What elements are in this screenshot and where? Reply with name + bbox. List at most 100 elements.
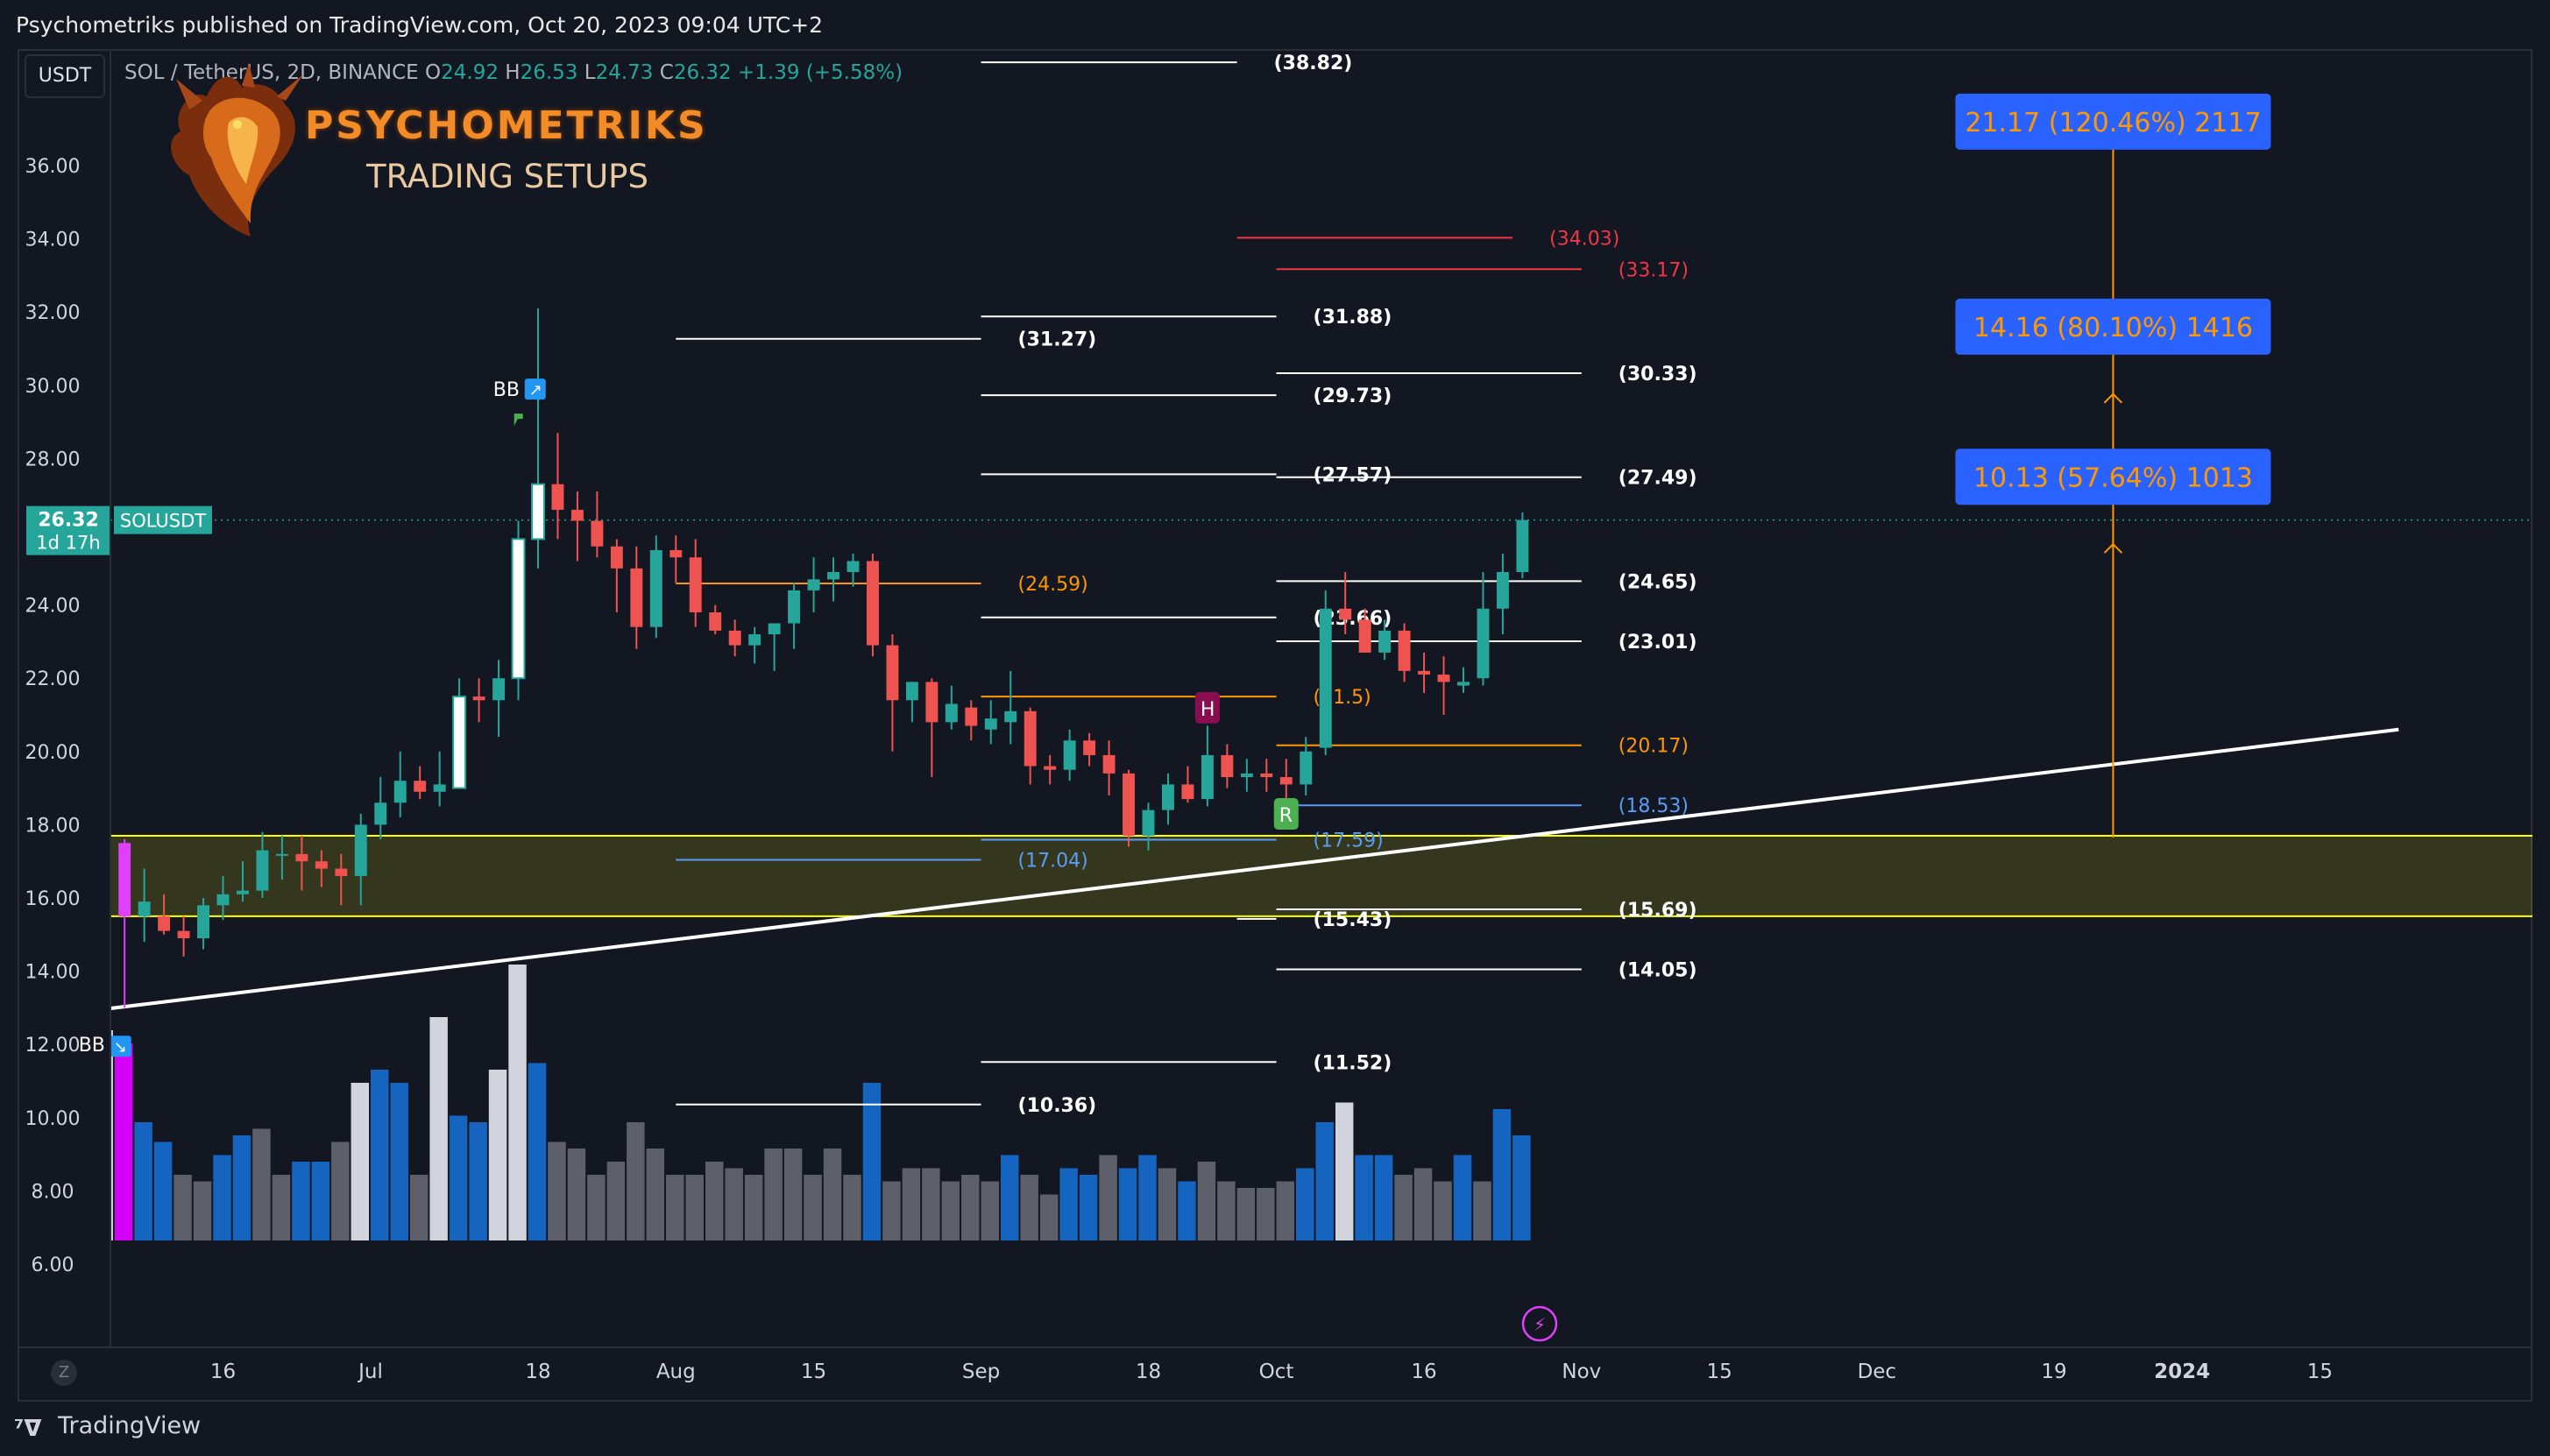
candle — [275, 835, 288, 880]
candle — [1162, 773, 1174, 825]
candle — [158, 894, 171, 935]
low-label: L — [584, 61, 596, 84]
candle-body — [610, 546, 623, 569]
volume-bar — [567, 1149, 586, 1240]
x-axis-tick-label: 16 — [210, 1361, 236, 1383]
volume-bar — [331, 1141, 350, 1240]
volume-bar — [252, 1128, 271, 1240]
fib-level-label: (31.88) — [1314, 307, 1392, 329]
y-axis-tick-label: 28.00 — [25, 449, 81, 470]
candle — [1300, 737, 1313, 795]
candle-body — [1378, 630, 1392, 653]
candle — [452, 678, 467, 789]
candle — [138, 868, 151, 943]
target-box — [1955, 449, 2271, 505]
z-button[interactable]: Z — [51, 1360, 77, 1386]
candle — [1398, 623, 1411, 682]
r-marker-label: R — [1279, 805, 1293, 827]
close-label: C — [659, 61, 674, 84]
candle — [689, 539, 702, 627]
candle-body — [591, 520, 604, 547]
candle-body — [905, 682, 918, 701]
candle — [1142, 802, 1155, 851]
volume-bar — [1315, 1122, 1334, 1240]
h-marker-label: H — [1201, 699, 1215, 721]
candle-body — [511, 538, 526, 680]
chart-frame — [18, 49, 2532, 1402]
candle-body — [1240, 773, 1253, 778]
candle — [1279, 759, 1293, 800]
candle-body — [1004, 710, 1017, 723]
candle — [886, 634, 899, 752]
y-axis-tick-label: 36.00 — [25, 156, 81, 178]
r-marker-badge — [1273, 798, 1299, 830]
candle-body — [1418, 670, 1431, 675]
candle-body — [295, 853, 308, 862]
close-value: 26.32 — [673, 61, 732, 84]
candle-body — [807, 579, 820, 590]
candle-body — [1300, 751, 1313, 785]
volume-bar — [843, 1175, 861, 1240]
volume-bar — [409, 1175, 429, 1240]
volume-bar — [1001, 1155, 1019, 1240]
change-value: +1.39 (+5.58%) — [738, 61, 903, 84]
candle-body — [728, 630, 741, 646]
fib-level-label: (29.73) — [1314, 385, 1392, 407]
candle — [414, 766, 427, 800]
y-axis-tick-label: 20.00 — [25, 742, 81, 764]
volume-bar — [193, 1181, 212, 1240]
trendline — [110, 727, 2399, 1011]
volume-bar — [941, 1181, 960, 1240]
volume-bar — [548, 1141, 566, 1240]
candle-body — [748, 634, 761, 646]
volume-bar — [587, 1175, 606, 1240]
candle-body — [1221, 754, 1234, 778]
candle — [925, 678, 939, 778]
candle-body — [1496, 571, 1509, 609]
candle-body — [551, 484, 564, 510]
target-arrow-icon — [2103, 392, 2123, 404]
volume-bar — [685, 1175, 704, 1240]
fib-level-label: (34.03) — [1549, 228, 1619, 250]
candle-body — [570, 509, 584, 521]
volume-bar — [902, 1168, 921, 1240]
candle-body — [1123, 773, 1136, 836]
candle-body — [275, 853, 288, 856]
candle-body — [945, 703, 958, 723]
candle-body — [1083, 740, 1096, 755]
candle — [393, 751, 407, 818]
volume-bar — [725, 1168, 743, 1240]
candle — [827, 557, 839, 602]
candle-body — [315, 861, 328, 869]
x-axis-tick-label: 18 — [525, 1361, 550, 1383]
fib-level-label: (30.33) — [1619, 364, 1697, 385]
candle-body — [335, 868, 348, 876]
y-axis-tick-label: 16.00 — [25, 888, 81, 910]
candle — [1221, 744, 1234, 788]
volume-bar — [114, 1043, 133, 1240]
volume-bar — [705, 1162, 724, 1240]
candle-body — [452, 696, 467, 789]
volume-bar — [488, 1070, 507, 1240]
candle — [237, 861, 249, 902]
target-box — [1955, 298, 2271, 355]
candle — [256, 831, 269, 898]
candle — [216, 875, 230, 921]
y-axis-tick-label: 32.00 — [25, 302, 81, 324]
y-axis-tick-label: 24.00 — [25, 596, 81, 618]
candle-body — [925, 682, 939, 723]
candle — [807, 557, 820, 612]
open-value: 24.92 — [441, 61, 499, 84]
candle — [1083, 732, 1096, 767]
volume-bar — [110, 1030, 113, 1240]
fib-level-label: (27.49) — [1619, 468, 1697, 490]
candle — [728, 619, 741, 657]
candle-body — [1279, 777, 1293, 785]
candle-body — [886, 645, 899, 701]
volume-bar — [862, 1083, 882, 1240]
volume-bar — [1394, 1175, 1413, 1240]
volume-bar — [351, 1083, 370, 1240]
candle-body — [1477, 608, 1490, 679]
currency-button[interactable]: USDT — [25, 54, 105, 98]
